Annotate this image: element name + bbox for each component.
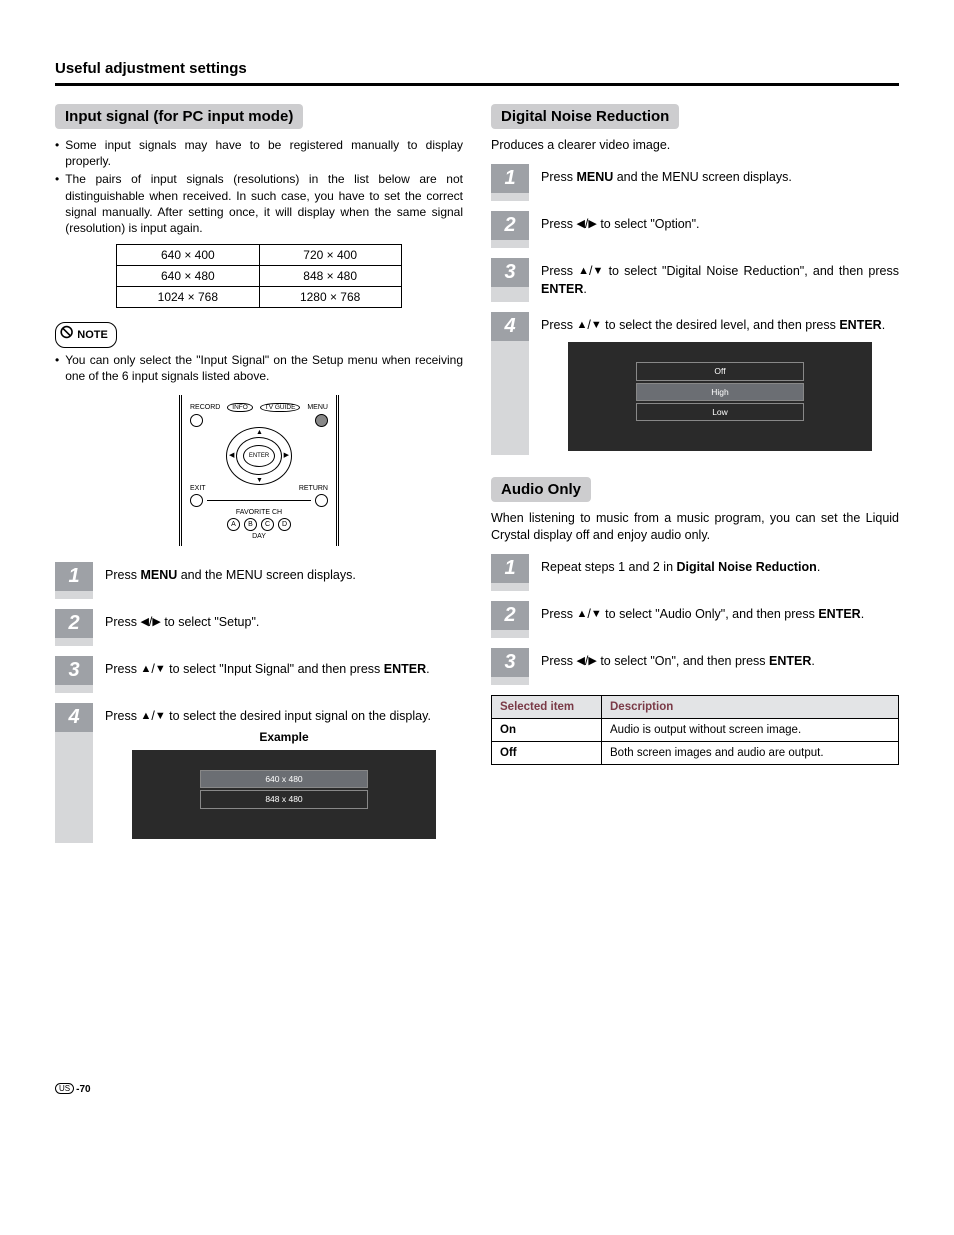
step-text: Press ◀/▶ to select "Option". [529, 211, 899, 248]
left-column: Input signal (for PC input mode) Some in… [55, 104, 463, 843]
heading-dnr: Digital Noise Reduction [491, 104, 679, 129]
step-number: 2 [491, 211, 529, 240]
step-text: Press ◀/▶ to select "Setup". [93, 609, 463, 646]
res-cell: 848 × 480 [259, 266, 401, 287]
step-text: Repeat steps 1 and 2 in Digital Noise Re… [529, 554, 899, 591]
step: 3 Press ▲/▼ to select "Digital Noise Red… [491, 258, 899, 302]
remote-label: FAVORITE CH [190, 509, 328, 516]
right-arrow-icon: ▶ [284, 451, 289, 459]
step-number: 3 [491, 258, 529, 287]
step: 4 Press ▲/▼ to select the desired level,… [491, 312, 899, 455]
step-text: Press ▲/▼ to select the desired input si… [93, 703, 463, 843]
step: 4 Press ▲/▼ to select the desired input … [55, 703, 463, 843]
down-arrow-icon: ▼ [256, 477, 263, 484]
res-cell: 1280 × 768 [259, 287, 401, 308]
table-cell: Audio is output without screen image. [602, 718, 899, 741]
res-cell: 640 × 480 [117, 266, 259, 287]
note-bullets: You can only select the "Input Signal" o… [55, 352, 463, 384]
example-screen: 640 x 480 848 x 480 [132, 750, 436, 839]
remote-button-tvguide: TV GUIDE [260, 403, 301, 412]
note-text: You can only select the "Input Signal" o… [65, 352, 463, 384]
step-text: Press ▲/▼ to select the desired level, a… [529, 312, 899, 455]
table-header: Selected item [492, 695, 602, 718]
section-header: Useful adjustment settings [55, 60, 899, 86]
remote-dpad: ENTER ▲ ▼ ◀ ▶ [214, 429, 304, 483]
step-text: Press ▲/▼ to select "Input Signal" and t… [93, 656, 463, 693]
intro-bullets: Some input signals may have to be regist… [55, 137, 463, 236]
remote-exit-btn [190, 494, 203, 507]
remote-button-info: INFO [227, 403, 253, 412]
step: 2 Press ◀/▶ to select "Option". [491, 211, 899, 248]
step-number: 2 [55, 609, 93, 638]
right-column: Digital Noise Reduction Produces a clear… [491, 104, 899, 843]
heading-audio-only: Audio Only [491, 477, 591, 502]
res-cell: 640 × 400 [117, 245, 259, 266]
remote-fav-a: A [227, 518, 240, 531]
remote-fav-d: D [278, 518, 291, 531]
res-cell: 720 × 400 [259, 245, 401, 266]
step-number: 4 [491, 312, 529, 341]
dnr-intro: Produces a clearer video image. [491, 137, 899, 154]
remote-return-btn [315, 494, 328, 507]
step-number: 1 [55, 562, 93, 591]
table-header: Description [602, 695, 899, 718]
left-arrow-icon: ◀ [229, 451, 234, 459]
table-cell: On [492, 718, 602, 741]
remote-illustration: RECORD INFO TV GUIDE MENU ENTER ▲ ▼ ◀ ▶ … [179, 395, 339, 546]
note-label: NOTE [77, 329, 108, 341]
remote-label: RETURN [299, 485, 328, 492]
step: 1 Press MENU and the MENU screen display… [55, 562, 463, 599]
step: 3 Press ▲/▼ to select "Input Signal" and… [55, 656, 463, 693]
step-number: 1 [491, 554, 529, 583]
step-text: Press ◀/▶ to select "On", and then press… [529, 648, 899, 685]
bullet-text: The pairs of input signals (resolutions)… [65, 171, 463, 236]
remote-label: EXIT [190, 485, 206, 492]
prohibit-icon: 🛇 [60, 324, 73, 346]
screen-option: Low [636, 403, 803, 421]
remote-label: RECORD [190, 404, 220, 411]
page-number: -70 [76, 1084, 90, 1095]
step-text: Press ▲/▼ to select "Audio Only", and th… [529, 601, 899, 638]
up-arrow-icon: ▲ [256, 429, 263, 436]
page-footer: US-70 [55, 1083, 899, 1095]
remote-label: DAY [190, 533, 328, 540]
audio-intro: When listening to music from a music pro… [491, 510, 899, 544]
step-number: 1 [491, 164, 529, 193]
step: 2 Press ◀/▶ to select "Setup". [55, 609, 463, 646]
step-number: 3 [491, 648, 529, 677]
remote-menu-btn [315, 414, 328, 427]
step: 1 Repeat steps 1 and 2 in Digital Noise … [491, 554, 899, 591]
example-label: Example [105, 729, 463, 746]
step-text: Press MENU and the MENU screen displays. [93, 562, 463, 599]
step-number: 2 [491, 601, 529, 630]
step-number: 3 [55, 656, 93, 685]
audio-desc-table: Selected item Description On Audio is ou… [491, 695, 899, 765]
table-cell: Off [492, 741, 602, 764]
remote-label: MENU [307, 404, 328, 411]
remote-fav-c: C [261, 518, 274, 531]
step: 2 Press ▲/▼ to select "Audio Only", and … [491, 601, 899, 638]
step-text: Press ▲/▼ to select "Digital Noise Reduc… [529, 258, 899, 302]
screen-option: Off [636, 362, 803, 380]
remote-fav-b: B [244, 518, 257, 531]
remote-enter: ENTER [243, 445, 275, 467]
remote-record-btn [190, 414, 203, 427]
resolution-table: 640 × 400720 × 400 640 × 480848 × 480 10… [116, 244, 402, 308]
res-cell: 1024 × 768 [117, 287, 259, 308]
step-number: 4 [55, 703, 93, 732]
heading-input-signal: Input signal (for PC input mode) [55, 104, 303, 129]
step: 3 Press ◀/▶ to select "On", and then pre… [491, 648, 899, 685]
screen-option: High [636, 383, 803, 401]
region-badge: US [55, 1083, 74, 1094]
step-text: Press MENU and the MENU screen displays. [529, 164, 899, 201]
step: 1 Press MENU and the MENU screen display… [491, 164, 899, 201]
screen-option: 848 x 480 [200, 790, 367, 808]
screen-option: 640 x 480 [200, 770, 367, 788]
table-cell: Both screen images and audio are output. [602, 741, 899, 764]
dnr-screen: Off High Low [568, 342, 872, 451]
bullet-text: Some input signals may have to be regist… [65, 137, 463, 169]
note-badge: 🛇 NOTE [55, 322, 117, 348]
